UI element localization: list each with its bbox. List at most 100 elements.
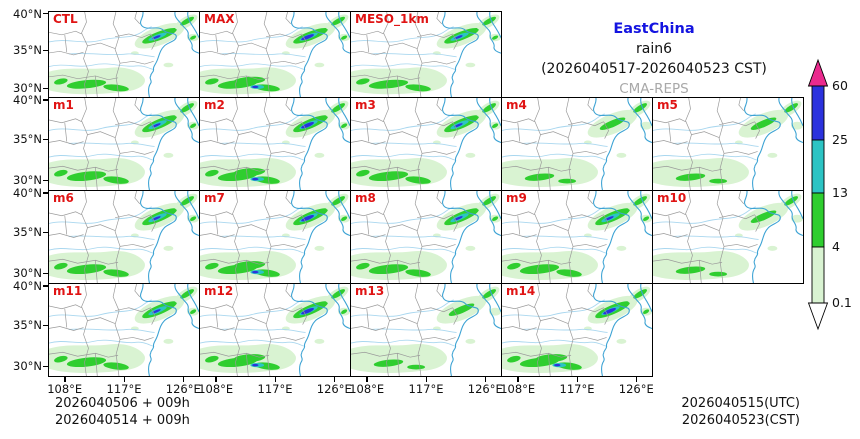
valid-time-cst: 2026040523(CST): [681, 413, 800, 428]
model-title: CMA-REPS: [619, 81, 689, 97]
map-canvas: [351, 98, 501, 190]
panel-label: m9: [506, 191, 527, 205]
map-panel-m7: m7: [199, 190, 351, 284]
panel-label: m6: [53, 191, 74, 205]
variable-title: rain6: [635, 41, 672, 57]
lat-tick-mark: [43, 49, 48, 51]
valid-time-utc: 2026040515(UTC): [681, 396, 800, 411]
lon-tick-label: 126°E: [165, 382, 201, 396]
map-canvas: [653, 98, 803, 190]
panel-label: m12: [204, 284, 234, 298]
map-panel-m13: m13: [350, 283, 502, 377]
map-panel-meso-1km: MESO_1km: [350, 11, 502, 98]
panel-label: m7: [204, 191, 225, 205]
map-canvas: [502, 284, 652, 376]
lat-tick-mark: [43, 87, 48, 89]
lon-tick-label: 117°E: [559, 382, 595, 396]
init-time-line-1: 2026040506 + 009h: [55, 396, 190, 411]
colorbar-svg: [807, 58, 829, 331]
lat-tick-mark: [43, 192, 48, 194]
map-panel-m5: m5: [652, 97, 804, 191]
map-panel-m14: m14: [501, 283, 653, 377]
colorbar-segment: [811, 85, 825, 141]
lon-tick-label: 108°E: [500, 382, 536, 396]
lat-tick-label: 35°N: [13, 225, 42, 240]
colorbar-segment: [811, 246, 825, 304]
lat-tick-mark: [43, 179, 48, 182]
lon-tick-mark: [425, 377, 427, 382]
map-panel-m10: m10: [652, 190, 804, 284]
figure-title: EastChina rain6 (2026040517-2026040523 C…: [502, 19, 806, 99]
map-canvas: [200, 284, 350, 376]
map-canvas: [200, 12, 350, 97]
period-title: (2026040517-2026040523 CST): [541, 61, 767, 77]
region-title: EastChina: [613, 21, 695, 37]
map-canvas: [49, 191, 199, 283]
lon-tick-label: 108°E: [198, 382, 234, 396]
colorbar-level-label: 4: [832, 239, 840, 254]
lat-tick-mark: [43, 272, 48, 275]
lon-tick-label: 126°E: [618, 382, 654, 396]
lon-tick-mark: [366, 377, 368, 382]
lon-tick-label: 126°E: [467, 382, 503, 396]
map-canvas: [351, 284, 501, 376]
lat-tick-label: 30°N: [13, 266, 42, 281]
lon-tick-mark: [182, 377, 185, 382]
panel-label: m1: [53, 98, 74, 112]
lat-tick-label: 40°N: [13, 278, 42, 293]
map-panel-m1: m1: [48, 97, 200, 191]
init-time-line-2: 2026040514 + 009h: [55, 413, 190, 428]
map-canvas: [49, 98, 199, 190]
map-canvas: [49, 284, 199, 376]
colorbar-level-label: 0.1: [832, 295, 852, 310]
panel-label: m14: [506, 284, 536, 298]
colorbar-level-label: 60: [832, 78, 848, 93]
map-canvas: [49, 12, 199, 97]
lon-tick-mark: [274, 377, 276, 382]
lat-tick-label: 40°N: [13, 92, 42, 107]
map-panel-max: MAX: [199, 11, 351, 98]
panel-label: MAX: [204, 12, 235, 26]
panel-label: m13: [355, 284, 385, 298]
panel-label: m4: [506, 98, 527, 112]
map-panel-m9: m9: [501, 190, 653, 284]
lat-tick-mark: [43, 324, 48, 327]
colorbar-over-arrow: [807, 58, 829, 87]
map-canvas: [653, 191, 803, 283]
lat-tick-label: 30°N: [13, 81, 42, 96]
lon-tick-label: 117°E: [106, 382, 142, 396]
map-panel-m4: m4: [501, 97, 653, 191]
map-panel-m12: m12: [199, 283, 351, 377]
map-panel-m2: m2: [199, 97, 351, 191]
panel-label: m5: [657, 98, 678, 112]
map-canvas: [351, 191, 501, 283]
lon-tick-mark: [123, 377, 125, 382]
lat-tick-mark: [43, 99, 48, 101]
map-canvas: [200, 98, 350, 190]
lat-tick-mark: [43, 138, 48, 141]
lat-tick-label: 40°N: [13, 185, 42, 200]
panel-label: m2: [204, 98, 225, 112]
lat-tick-label: 35°N: [13, 318, 42, 333]
footer-valid-times: 2026040515(UTC) 2026040523(CST): [600, 395, 800, 429]
panel-label: MESO_1km: [355, 12, 429, 26]
colorbar-level-label: 13: [832, 185, 848, 200]
lat-tick-label: 40°N: [13, 6, 42, 21]
lon-tick-label: 126°E: [316, 382, 352, 396]
map-canvas: [351, 12, 501, 97]
lon-tick-label: 108°E: [47, 382, 83, 396]
map-panel-m3: m3: [350, 97, 502, 191]
lat-tick-label: 35°N: [13, 132, 42, 147]
colorbar-under-arrow: [807, 302, 829, 331]
panel-label: m11: [53, 284, 83, 298]
lon-tick-mark: [64, 377, 66, 382]
map-panel-m6: m6: [48, 190, 200, 284]
colorbar-segment: [811, 192, 825, 248]
map-panel-ctl: CTL: [48, 11, 200, 98]
lat-tick-label: 30°N: [13, 359, 42, 374]
lon-tick-label: 117°E: [408, 382, 444, 396]
lat-tick-label: 35°N: [13, 43, 42, 58]
lat-tick-mark: [43, 285, 48, 287]
map-canvas: [502, 191, 652, 283]
